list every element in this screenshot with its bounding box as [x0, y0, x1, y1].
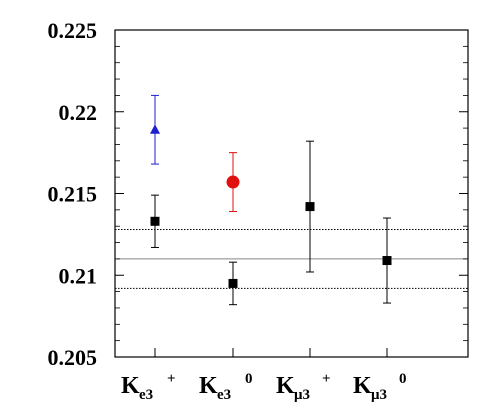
y-tick-labels: 0.205 0.21 0.215 0.22 0.225 — [48, 18, 98, 370]
data-point-circle — [226, 152, 240, 212]
y-tick-label: 0.21 — [59, 263, 98, 288]
x-category-subscript: μ3 — [294, 387, 310, 403]
x-category-subscript: μ3 — [371, 387, 387, 403]
y-tick-label: 0.205 — [48, 345, 98, 370]
square-marker — [228, 278, 238, 288]
plot-frame — [114, 29, 469, 358]
x-category-superscript: + — [322, 371, 331, 387]
circle-marker — [226, 175, 240, 189]
triangle-marker — [150, 124, 160, 134]
x-category-subscript: e3 — [139, 387, 153, 403]
x-category-main: K — [199, 373, 218, 399]
x-category-main: K — [121, 373, 140, 399]
reference-lines — [115, 228, 468, 289]
x-category-subscript: e3 — [217, 387, 231, 403]
data-point-square — [382, 217, 392, 304]
square-marker — [382, 256, 392, 266]
data-point-square — [150, 194, 160, 248]
data-point-square — [305, 140, 315, 273]
x-category-main: K — [276, 373, 295, 399]
data-points — [150, 94, 392, 306]
x-category-superscript: + — [167, 371, 176, 387]
square-marker — [305, 202, 315, 212]
square-marker — [150, 216, 160, 226]
x-category-main: K — [353, 373, 372, 399]
y-tick-label: 0.225 — [48, 18, 98, 43]
x-category-superscript: 0 — [245, 371, 253, 387]
data-point-square — [228, 261, 238, 306]
y-tick-label: 0.22 — [59, 100, 98, 125]
x-category-superscript: 0 — [399, 371, 407, 387]
plot-frame-group — [114, 29, 469, 358]
data-point-triangle — [150, 94, 160, 165]
y-tick-label: 0.215 — [48, 182, 98, 207]
axis-ticks — [115, 29, 468, 358]
